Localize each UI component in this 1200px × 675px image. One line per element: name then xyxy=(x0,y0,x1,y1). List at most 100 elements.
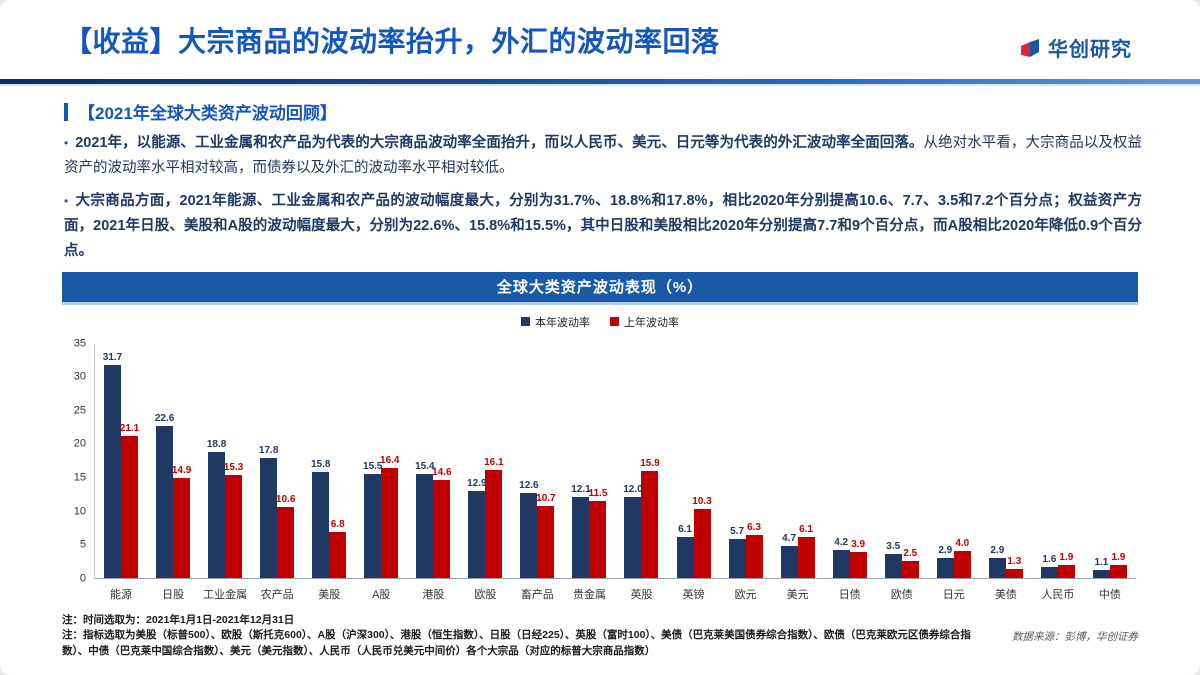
bar-pair: 2.9 4.0 xyxy=(936,537,971,578)
bar xyxy=(884,554,902,578)
bar-pair: 12.6 10.7 xyxy=(519,480,556,578)
bar-pair: 12.9 16.1 xyxy=(467,457,504,578)
bullet-1-bold-text: 2021年，以能源、工业金属和农产品为代表的大宗商品波动率全面抬升，而以人民币、… xyxy=(75,135,924,151)
bar-column: 2.5 xyxy=(901,548,919,578)
bar xyxy=(121,436,139,578)
bar-value-label: 21.1 xyxy=(119,423,140,434)
x-axis-label: 美股 xyxy=(318,588,341,601)
bar-value-label: 2.9 xyxy=(990,545,1005,557)
chart-title: 全球大类资产波动表现（%） xyxy=(62,271,1138,305)
legend-label: 本年波动率 xyxy=(535,316,590,329)
bar-value-label: 10.7 xyxy=(536,492,556,504)
bar-value-label: 6.8 xyxy=(330,519,345,530)
bar-pair: 3.5 2.5 xyxy=(884,542,919,578)
bar-column: 15.9 xyxy=(640,458,660,578)
bar-value-label: 15.4 xyxy=(415,461,435,473)
bar-value-label: 6.3 xyxy=(747,522,762,534)
bar xyxy=(849,551,867,578)
bar-column: 4.0 xyxy=(953,537,971,578)
y-axis: 0 5 10 15 20 25 30 35 xyxy=(66,338,94,584)
y-tick-label: 15 xyxy=(73,471,86,484)
x-axis-label: 日元 xyxy=(942,588,965,601)
bar-value-label: 14.6 xyxy=(432,466,452,478)
bar-column: 1.9 xyxy=(1057,552,1075,578)
x-axis-label: 美债 xyxy=(994,588,1017,601)
bar-column: 15.3 xyxy=(223,462,244,578)
bar xyxy=(416,474,434,578)
legend-swatch-icon xyxy=(521,317,530,327)
bar-pair: 15.4 14.6 xyxy=(415,461,452,578)
bar-group: 12.9 16.1 欧股 xyxy=(459,344,511,601)
data-source: 数据来源：彭博，华创证券 xyxy=(1012,630,1138,643)
bar xyxy=(1109,564,1127,578)
bar xyxy=(260,458,278,578)
bar-value-label: 16.4 xyxy=(380,454,400,466)
bar-pair: 15.8 6.8 xyxy=(311,459,347,578)
bar-value-label: 1.1 xyxy=(1094,557,1109,569)
bullet-2-bold-text: 大宗商品方面，2021年能源、工业金属和农产品的波动幅度最大，分别为31.7%、… xyxy=(64,192,1142,259)
bar-value-label: 15.5 xyxy=(363,460,383,472)
chart-legend: 本年波动率 上年波动率 xyxy=(62,314,1138,330)
bar xyxy=(953,550,971,578)
y-tick-label: 10 xyxy=(73,505,86,518)
chart-plot: 31.7 21.1 能源 22.6 14.9 日股 18.8 15.3 工业金属 17.8 10.6… xyxy=(94,343,1136,601)
bar xyxy=(1057,564,1075,578)
bar xyxy=(728,539,746,578)
bar-column: 14.9 xyxy=(172,465,191,578)
x-axis-label: 贵金属 xyxy=(572,588,606,601)
bar-value-label: 12.0 xyxy=(623,484,643,496)
bar xyxy=(589,500,607,578)
bar-group: 2.9 1.3 美债 xyxy=(980,344,1032,601)
x-axis-label: 畜产品 xyxy=(520,588,554,601)
bar-column: 10.7 xyxy=(536,492,556,578)
bar-pair: 2.9 1.3 xyxy=(988,545,1023,578)
bar-value-label: 15.3 xyxy=(223,462,244,473)
bar-value-label: 4.7 xyxy=(782,533,797,545)
bar-pair: 1.1 1.9 xyxy=(1092,551,1127,578)
bar-group: 3.5 2.5 欧债 xyxy=(876,344,928,601)
bar-group: 15.8 6.8 美股 xyxy=(303,344,355,601)
bar-column: 4.2 xyxy=(832,537,850,578)
bar-value-label: 18.8 xyxy=(206,438,227,450)
bar xyxy=(780,546,798,578)
bar-group: 4.7 6.1 美元 xyxy=(772,344,824,601)
bar-group: 2.9 4.0 日元 xyxy=(928,344,980,601)
bar xyxy=(936,558,954,578)
bar xyxy=(225,475,243,578)
y-tick-label: 5 xyxy=(79,538,86,551)
bar-value-label: 22.6 xyxy=(154,413,175,424)
bar-column: 15.4 xyxy=(415,461,435,578)
bullet-1-normal-text: 从绝对水平看，大宗商品以及权益资产的波动率水平相对较高，而债券以及外汇的波动率水… xyxy=(64,135,1142,176)
bar xyxy=(572,496,590,578)
header-divider xyxy=(0,79,1200,86)
footer: 注：时间选取为：2021年1月1日-2021年12月31日 注：指标选取为美股（… xyxy=(0,579,1200,660)
legend-item: 上年波动率 xyxy=(610,314,679,330)
bar-value-label: 11.5 xyxy=(588,487,608,499)
bar-value-label: 4.0 xyxy=(955,537,970,549)
bar-group: 15.5 16.4 A股 xyxy=(355,344,407,601)
bar-value-label: 5.7 xyxy=(730,526,745,538)
bar-pair: 15.5 16.4 xyxy=(363,454,400,578)
bar xyxy=(468,491,486,578)
bar xyxy=(433,479,451,578)
note-line-1: 注：时间选取为：2021年1月1日-2021年12月31日 xyxy=(62,613,295,626)
bar-column: 12.6 xyxy=(519,480,539,578)
bar-value-label: 1.9 xyxy=(1111,551,1126,563)
bar-column: 18.8 xyxy=(206,438,227,578)
bar-column: 12.9 xyxy=(467,479,487,578)
bar-column: 1.6 xyxy=(1040,555,1058,578)
bar-column: 4.7 xyxy=(780,533,798,578)
bar-pair: 5.7 6.3 xyxy=(728,522,763,578)
x-axis-label: 工业金属 xyxy=(203,588,248,601)
bar-value-label: 12.6 xyxy=(519,480,539,492)
bar xyxy=(797,536,815,578)
bar xyxy=(104,364,122,578)
bar xyxy=(381,467,399,578)
bar-column: 10.6 xyxy=(276,494,295,578)
bar xyxy=(173,477,191,578)
bar xyxy=(1005,569,1023,578)
y-tick-label: 35 xyxy=(73,337,86,350)
x-axis-label: 欧股 xyxy=(474,588,497,601)
bar-pair: 4.2 3.9 xyxy=(832,537,867,578)
